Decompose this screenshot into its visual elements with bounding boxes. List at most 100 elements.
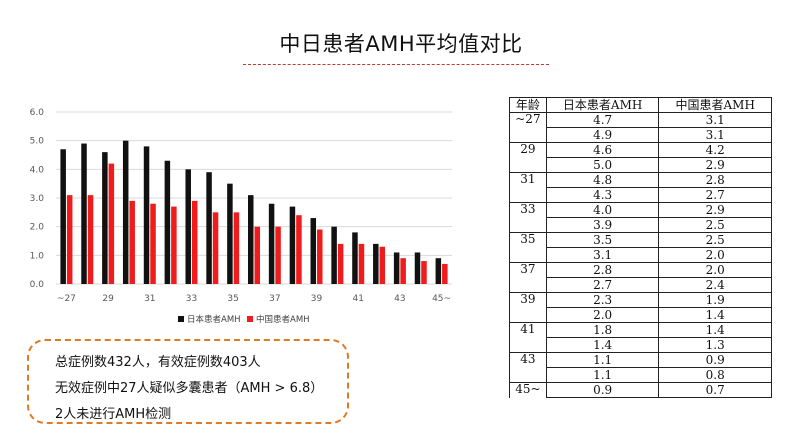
bar-china xyxy=(379,246,386,284)
table-cell-japan: 1.1 xyxy=(545,352,660,368)
table-row: ~27 4.7 3.1 xyxy=(509,112,772,128)
table-cell-age: 29 xyxy=(509,142,547,158)
table-row: 31 4.8 2.8 xyxy=(509,172,772,188)
table-row: 41 1.8 1.4 xyxy=(509,322,772,338)
note-line-invalid: 无效症例中27人疑似多囊患者（AMH > 6.8） xyxy=(55,381,324,396)
table-cell-japan: 2.7 xyxy=(545,277,660,293)
bar-japan xyxy=(81,143,87,284)
table-cell-age: 35 xyxy=(509,232,547,248)
table-row: 5.0 2.9 xyxy=(509,157,772,173)
x-tick-label: 41 xyxy=(352,294,363,304)
table-cell-japan: 4.0 xyxy=(545,202,660,218)
table-cell-japan: 4.9 xyxy=(545,127,660,143)
bar-china xyxy=(400,258,406,284)
bar-china xyxy=(171,206,177,284)
table-cell-age xyxy=(509,217,547,233)
table-cell-age xyxy=(509,247,547,263)
table-cell-age xyxy=(509,277,547,293)
table-cell-japan: 1.1 xyxy=(545,367,660,383)
table-cell-china: 2.9 xyxy=(658,202,772,218)
table-row: 2.7 2.4 xyxy=(509,277,772,293)
table-row: 3.9 2.5 xyxy=(509,217,772,233)
table-row: 45~ 0.9 0.7 xyxy=(509,382,772,398)
table-cell-japan: 4.8 xyxy=(545,172,660,188)
table-cell-age: 43 xyxy=(509,352,547,368)
table-cell-china: 4.2 xyxy=(658,142,772,158)
legend-label: 中国患者AMH xyxy=(256,314,310,325)
table-cell-age: 41 xyxy=(509,322,547,338)
bar-china xyxy=(296,215,302,284)
bar-china xyxy=(442,263,448,284)
table-cell-age: 33 xyxy=(509,202,547,218)
x-tick-label: 45~ xyxy=(432,294,451,304)
table-cell-japan: 0.9 xyxy=(545,382,660,398)
table-cell-china: 0.8 xyxy=(658,367,772,383)
table-cell-china: 3.1 xyxy=(658,112,772,128)
x-tick-label: 39 xyxy=(311,294,323,304)
table-row: 4.9 3.1 xyxy=(509,127,772,143)
y-tick-label: 6.0 xyxy=(30,108,45,118)
table-cell-age xyxy=(509,127,547,143)
bar-china xyxy=(358,243,365,284)
bar-china xyxy=(337,243,344,284)
y-tick-label: 0.0 xyxy=(30,280,45,290)
table-header-age: 年龄 xyxy=(509,97,547,113)
amh-data-table: 年龄 日本患者AMH 中国患者AMH ~27 4.7 3.1 4.9 3.1 29 4.6 4… xyxy=(509,97,772,398)
note-line-total: 总症例数432人，有效症例数403人 xyxy=(55,355,261,370)
bar-japan xyxy=(373,243,379,284)
table-cell-japan: 2.3 xyxy=(545,292,660,308)
table-cell-china: 0.9 xyxy=(658,352,772,368)
table-cell-china: 2.8 xyxy=(658,172,772,188)
table-cell-china: 2.5 xyxy=(658,217,772,233)
table-cell-japan: 4.7 xyxy=(545,112,660,128)
case-note-box: 总症例数432人，有效症例数403人 无效症例中27人疑似多囊患者（AMH > … xyxy=(27,339,349,424)
table-cell-japan: 4.6 xyxy=(545,142,660,158)
table-cell-age xyxy=(509,337,547,353)
y-tick-label: 1.0 xyxy=(30,251,45,261)
bar-japan xyxy=(310,218,317,284)
table-cell-china: 2.0 xyxy=(658,247,772,263)
table-cell-japan: 3.9 xyxy=(545,217,660,233)
bar-china xyxy=(108,163,115,284)
table-header-row: 年龄 日本患者AMH 中国患者AMH xyxy=(509,97,772,113)
table-cell-age xyxy=(509,307,547,323)
bar-japan xyxy=(164,160,171,284)
bar-japan xyxy=(331,226,337,284)
table-cell-china: 2.7 xyxy=(658,187,772,203)
x-tick-label: 29 xyxy=(102,294,114,304)
table-cell-japan: 2.8 xyxy=(545,262,660,278)
table-cell-age: 31 xyxy=(509,172,547,188)
bar-china xyxy=(66,195,73,284)
table-row: 4.3 2.7 xyxy=(509,187,772,203)
table-cell-china: 1.4 xyxy=(658,307,772,323)
table-cell-age: ~27 xyxy=(509,112,547,128)
table-header-japan: 日本患者AMH xyxy=(545,97,660,113)
bar-japan xyxy=(248,195,254,284)
y-tick-label: 2.0 xyxy=(30,223,45,233)
bar-japan xyxy=(352,232,358,284)
table-cell-age: 37 xyxy=(509,262,547,278)
table-cell-japan: 1.4 xyxy=(545,337,660,353)
x-tick-label: 31 xyxy=(144,294,155,304)
bar-japan xyxy=(122,140,129,284)
table-cell-japan: 4.3 xyxy=(545,187,660,203)
bar-japan xyxy=(185,169,191,284)
table-row: 1.4 1.3 xyxy=(509,337,772,353)
table-cell-china: 2.5 xyxy=(658,232,772,248)
table-cell-china: 1.3 xyxy=(658,337,772,353)
bar-china xyxy=(275,226,281,284)
bar-japan xyxy=(143,146,150,284)
legend-swatch xyxy=(178,316,184,322)
table-cell-china: 0.7 xyxy=(658,382,772,398)
table-row: 43 1.1 0.9 xyxy=(509,352,772,368)
x-tick-label: 37 xyxy=(269,294,280,304)
bar-china xyxy=(212,212,219,284)
bar-japan xyxy=(393,252,400,284)
bar-china xyxy=(317,229,323,284)
legend-label: 日本患者AMH xyxy=(187,314,241,325)
table-cell-japan: 1.8 xyxy=(545,322,660,338)
bar-japan xyxy=(60,149,66,284)
table-cell-china: 2.9 xyxy=(658,157,772,173)
table-row: 29 4.6 4.2 xyxy=(509,142,772,158)
bar-japan xyxy=(102,152,108,284)
